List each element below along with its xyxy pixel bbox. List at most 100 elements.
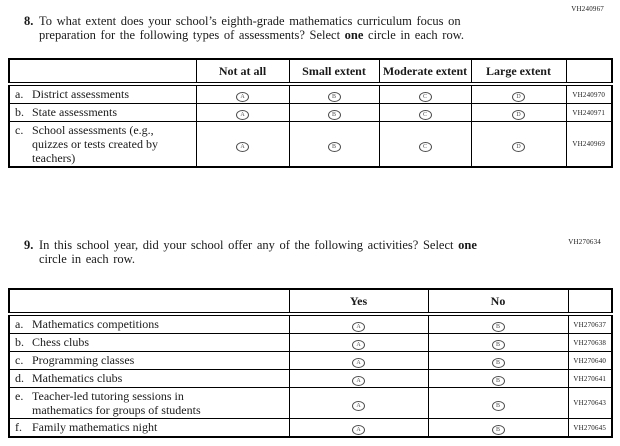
q9-answer-grid: Yes No a. Mathematics competitions A B VH27063… bbox=[8, 288, 613, 438]
answer-bubble-a[interactable]: A bbox=[352, 400, 365, 411]
answer-cell: B bbox=[427, 351, 569, 370]
row-label: Programming classes bbox=[32, 353, 135, 367]
column-header-moderate-extent: Moderate extent bbox=[378, 58, 472, 86]
row-label-cell: f. Family mathematics night bbox=[8, 418, 290, 438]
table-row-e-: e. Teacher-led tutoring sessions in mathe… bbox=[8, 387, 613, 419]
answer-cell: A bbox=[195, 121, 290, 168]
answer-cell: A bbox=[288, 418, 429, 438]
header-row: Not at all Small extent Moderate extent Lar… bbox=[8, 58, 613, 86]
row-label: Mathematics competitions bbox=[32, 317, 159, 331]
answer-bubble-b[interactable]: B bbox=[491, 376, 505, 386]
row-letter: d. bbox=[15, 371, 24, 385]
row-accession-code: VH270640 bbox=[567, 351, 613, 370]
question-8-line2-start: preparation for the following types of a… bbox=[39, 27, 345, 42]
answer-cell: B bbox=[427, 418, 569, 438]
column-header-not-at-all: Not at all bbox=[195, 58, 290, 86]
answer-cell: D bbox=[470, 83, 567, 104]
row-letter: a. bbox=[15, 317, 24, 331]
row-letter: c. bbox=[15, 353, 24, 367]
answer-cell: B bbox=[288, 103, 380, 122]
question-8-accession-code: VH240967 bbox=[571, 5, 604, 13]
answer-bubble-b[interactable]: B bbox=[491, 425, 505, 435]
answer-bubble-b[interactable]: B bbox=[327, 92, 341, 102]
answer-bubble-a[interactable]: A bbox=[352, 340, 365, 350]
answer-bubble-c[interactable]: C bbox=[418, 141, 432, 152]
question-9-line1: In this school year, did your school off… bbox=[39, 238, 459, 252]
answer-bubble-b[interactable]: B bbox=[327, 110, 341, 120]
answer-bubble-b[interactable]: B bbox=[491, 358, 505, 368]
table-row-b-: b. Chess clubs A B VH270638 bbox=[8, 333, 613, 352]
column-header-empty bbox=[8, 288, 290, 316]
answer-cell: C bbox=[378, 121, 472, 168]
row-label-cell: a. District assessments bbox=[8, 83, 197, 104]
answer-bubble-b[interactable]: B bbox=[491, 340, 505, 350]
answer-bubble-a[interactable]: A bbox=[236, 92, 249, 102]
answer-bubble-b[interactable]: B bbox=[491, 400, 505, 411]
table-row-c-: c. Programming classes A B VH270640 bbox=[8, 351, 613, 370]
table-row-d-: d. Mathematics clubs A B VH270641 bbox=[8, 369, 613, 388]
answer-cell: A bbox=[195, 103, 290, 122]
row-accession-code: VH270641 bbox=[567, 369, 613, 388]
table-row-a-: a. Mathematics competitions A B VH270637 bbox=[8, 313, 613, 334]
row-label: State assessments bbox=[32, 105, 117, 119]
row-label-cell: e. Teacher-led tutoring sessions in mathe… bbox=[8, 387, 290, 419]
answer-bubble-b[interactable]: B bbox=[327, 141, 341, 152]
row-label-cell: a. Mathematics competitions bbox=[8, 313, 290, 334]
row-accession-code: VH270643 bbox=[567, 387, 613, 419]
answer-cell: B bbox=[427, 313, 569, 334]
answer-cell: B bbox=[427, 387, 569, 419]
answer-bubble-a[interactable]: A bbox=[352, 322, 365, 332]
column-header-empty bbox=[565, 58, 613, 86]
answer-bubble-b[interactable]: B bbox=[491, 322, 505, 332]
question-8-line1: To what extent does your school’s eighth… bbox=[39, 14, 461, 28]
header-row: Yes No bbox=[8, 288, 613, 316]
question-9: 9. In this school year, did your school … bbox=[24, 238, 584, 266]
answer-bubble-d[interactable]: D bbox=[512, 92, 525, 102]
answer-bubble-d[interactable]: D bbox=[512, 141, 525, 152]
answer-bubble-c[interactable]: C bbox=[418, 92, 432, 102]
row-label: District assessments bbox=[32, 87, 129, 101]
row-label-cell: b. State assessments bbox=[8, 103, 197, 122]
answer-bubble-a[interactable]: A bbox=[352, 425, 365, 435]
row-label: Teacher-led tutoring sessions in mathema… bbox=[32, 389, 201, 417]
table-row-a-: a. District assessments A B C D VH240970 bbox=[8, 83, 613, 104]
answer-cell: C bbox=[378, 83, 472, 104]
row-label: Chess clubs bbox=[32, 335, 89, 349]
answer-cell: A bbox=[288, 313, 429, 334]
question-8-line2-end: circle in each row. bbox=[363, 27, 465, 42]
answer-bubble-a[interactable]: A bbox=[236, 110, 249, 120]
column-header-yes: Yes bbox=[288, 288, 429, 316]
row-accession-code: VH240971 bbox=[565, 103, 613, 122]
answer-cell: A bbox=[288, 333, 429, 352]
row-accession-code: VH270637 bbox=[567, 313, 613, 334]
row-accession-code: VH240969 bbox=[565, 121, 613, 168]
column-header-empty bbox=[567, 288, 613, 316]
question-9-bold-one: one bbox=[458, 238, 477, 252]
answer-bubble-a[interactable]: A bbox=[352, 358, 365, 368]
column-header-small-extent: Small extent bbox=[288, 58, 380, 86]
question-9-accession-code: VH270634 bbox=[568, 238, 601, 246]
row-letter: f. bbox=[15, 420, 22, 434]
answer-cell: B bbox=[288, 121, 380, 168]
answer-cell: A bbox=[195, 83, 290, 104]
answer-cell: D bbox=[470, 103, 567, 122]
row-accession-code: VH270645 bbox=[567, 418, 613, 438]
answer-cell: B bbox=[288, 83, 380, 104]
row-accession-code: VH270638 bbox=[567, 333, 613, 352]
column-header-large-extent: Large extent bbox=[470, 58, 567, 86]
row-letter: b. bbox=[15, 335, 24, 349]
question-9-text: In this school year, did your school off… bbox=[39, 238, 584, 266]
answer-bubble-d[interactable]: D bbox=[512, 110, 525, 120]
question-8-bold-one: one bbox=[344, 27, 364, 42]
answer-bubble-a[interactable]: A bbox=[352, 376, 365, 386]
row-accession-code: VH240970 bbox=[565, 83, 613, 104]
question-8-text: To what extent does your school’s eighth… bbox=[39, 14, 584, 42]
answer-bubble-c[interactable]: C bbox=[418, 110, 432, 120]
row-letter: c. bbox=[15, 123, 24, 137]
table-row-f-: f. Family mathematics night A B VH270645 bbox=[8, 418, 613, 438]
answer-cell: C bbox=[378, 103, 472, 122]
row-label-cell: c. School assessments (e.g., quizzes or t… bbox=[8, 121, 197, 168]
answer-bubble-a[interactable]: A bbox=[236, 141, 249, 152]
question-9-line2: circle in each row. bbox=[39, 251, 135, 266]
question-9-number: 9. bbox=[24, 238, 34, 252]
